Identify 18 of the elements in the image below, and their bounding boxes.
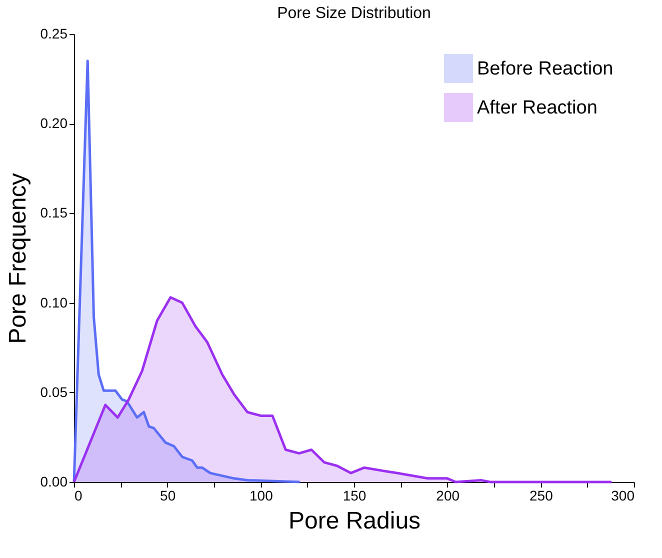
x-tick-label: 250 (529, 488, 554, 504)
x-tick-label: 150 (342, 488, 366, 504)
x-tick-label: 50 (160, 488, 176, 504)
legend-label: Before Reaction (477, 58, 614, 80)
x-axis-title: Pore Radius (288, 508, 421, 534)
y-axis-title: Pore Frequency (4, 173, 32, 344)
y-tick-label: 0.15 (40, 204, 68, 221)
y-tick-label: 0.25 (40, 26, 68, 42)
x-tick-label: 100 (249, 488, 274, 504)
legend-label: After Reaction (477, 98, 598, 118)
y-tick-label: 0.00 (40, 474, 68, 490)
chart-title: Pore Size Distribution (277, 5, 431, 22)
y-tick-label: 0.05 (40, 384, 68, 400)
y-tick-label: 0.10 (40, 294, 68, 310)
x-tick-label: 0 (74, 488, 82, 504)
y-tick-label: 0.20 (40, 115, 68, 132)
x-tick-label: 200 (436, 488, 460, 504)
x-tick-label: 300 (611, 488, 635, 504)
